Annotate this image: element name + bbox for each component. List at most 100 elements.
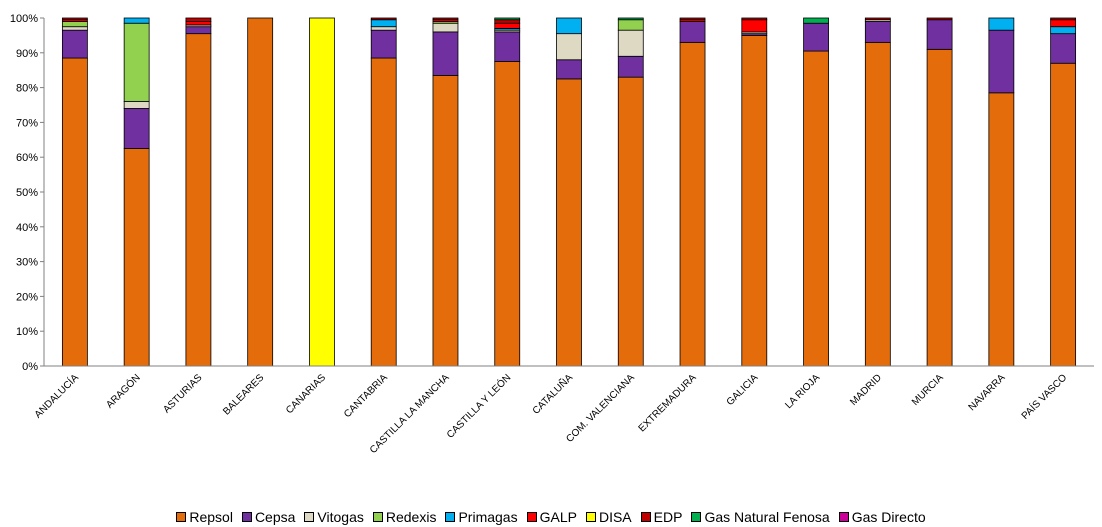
x-tick-label: MADRID bbox=[848, 372, 884, 408]
bar-segment bbox=[370, 29, 397, 59]
y-tick-label: 40% bbox=[16, 222, 38, 234]
bar-segment bbox=[309, 17, 335, 367]
legend-item: DISA bbox=[585, 509, 632, 525]
bar-segment bbox=[61, 57, 88, 367]
bar-stack bbox=[617, 17, 644, 367]
bar-stack bbox=[247, 17, 274, 367]
y-tick-label: 20% bbox=[16, 291, 38, 303]
x-tick-label: CANTABRIA bbox=[342, 372, 390, 420]
legend-swatch bbox=[526, 512, 537, 522]
bar-segment bbox=[123, 22, 150, 102]
y-axis: 0% 10% 20% 30% 40% 50% 60% 70% 80% 90% 100% bbox=[10, 13, 45, 373]
bar-segment bbox=[864, 21, 891, 43]
legend-item: Repsol bbox=[176, 509, 233, 525]
bar-segment bbox=[185, 17, 212, 22]
y-tick-label: 100% bbox=[10, 13, 38, 25]
x-tick-label: COM. VALENCIANA bbox=[564, 372, 637, 445]
x-tick-label: ASTURIAS bbox=[161, 372, 204, 415]
bar-segment bbox=[679, 41, 706, 367]
x-axis: ANDALUCÍA ARAGÓN ASTURIAS BALEARES CANARIAS C… bbox=[31, 365, 1094, 456]
legend-swatch bbox=[304, 512, 315, 522]
bar-stack bbox=[864, 17, 891, 367]
bar-segment bbox=[679, 21, 706, 43]
bar-segment bbox=[741, 19, 768, 33]
bar-segment bbox=[926, 17, 953, 21]
bar-segment bbox=[617, 76, 644, 367]
bar-segment bbox=[988, 17, 1015, 31]
legend-label: EDP bbox=[653, 509, 683, 525]
legend-swatch bbox=[640, 512, 651, 522]
bar-segment bbox=[926, 19, 953, 50]
legend-item: Vitogas bbox=[304, 509, 364, 525]
legend-label: Vitogas bbox=[317, 509, 364, 525]
legend-swatch bbox=[176, 512, 187, 522]
stacked-bar-chart: 0% 10% 20% 30% 40% 50% 60% 70% 80% 90% 100% ANDALU… bbox=[10, 13, 1094, 456]
bar-stack bbox=[61, 17, 88, 367]
bar-segment bbox=[370, 19, 397, 28]
x-tick-label: NAVARRA bbox=[967, 372, 1008, 413]
legend-label: Redexis bbox=[385, 509, 437, 525]
bar-segment bbox=[1050, 17, 1077, 21]
bar-segment bbox=[617, 17, 644, 21]
y-tick-label: 80% bbox=[16, 83, 38, 95]
bar-segment bbox=[988, 92, 1015, 367]
legend-label: Repsol bbox=[189, 509, 233, 525]
bar-segment bbox=[370, 57, 397, 367]
bar-segment bbox=[1050, 62, 1077, 367]
y-tick-label: 90% bbox=[16, 48, 38, 60]
bar-stack bbox=[1050, 17, 1077, 367]
x-tick-label: GALICIA bbox=[725, 372, 761, 408]
legend-swatch bbox=[372, 512, 383, 522]
x-tick-label: ARAGÓN bbox=[103, 371, 143, 411]
bar-segment bbox=[864, 41, 891, 367]
legend-swatch bbox=[691, 512, 702, 522]
bar-segment bbox=[61, 29, 88, 59]
bar-segment bbox=[556, 33, 582, 61]
x-tick-label: ANDALUCÍA bbox=[31, 371, 81, 421]
bar-segment bbox=[61, 21, 88, 28]
bar-stack bbox=[370, 17, 397, 367]
legend-swatch bbox=[241, 512, 252, 522]
bar-segment bbox=[803, 50, 829, 367]
x-tick-label: PAÍS VASCO bbox=[1018, 371, 1069, 422]
bar-segment bbox=[123, 148, 150, 367]
legend-label: Gas Directo bbox=[851, 509, 926, 525]
bar-segment bbox=[741, 17, 768, 21]
bar-stack bbox=[741, 17, 768, 367]
legend: Repsol Cepsa Vitogas Redexis Primagas GALP DIS… bbox=[0, 509, 1102, 525]
y-tick-label: 60% bbox=[16, 152, 38, 164]
bar-stack bbox=[926, 17, 953, 367]
bar-stack bbox=[679, 17, 706, 367]
bar-segment bbox=[803, 17, 829, 24]
bar-segment bbox=[123, 108, 150, 149]
legend-item: Primagas bbox=[445, 509, 518, 525]
bar-segment bbox=[556, 78, 582, 367]
bar-segment bbox=[123, 101, 150, 109]
bar-segment bbox=[185, 33, 212, 367]
y-tick-label: 10% bbox=[16, 326, 38, 338]
bar-stacks bbox=[61, 17, 1077, 367]
legend-item: EDP bbox=[640, 509, 683, 525]
x-tick-label: CANARIAS bbox=[284, 372, 328, 416]
legend-label: Gas Natural Fenosa bbox=[704, 509, 830, 525]
x-tick-label: MURCIA bbox=[910, 372, 946, 408]
bar-segment bbox=[432, 17, 459, 21]
legend-item: Gas Natural Fenosa bbox=[691, 509, 830, 525]
bar-segment bbox=[432, 22, 459, 33]
bar-segment bbox=[1050, 26, 1077, 35]
x-tick-label: LA RIOJA bbox=[783, 372, 822, 411]
bar-segment bbox=[494, 19, 521, 24]
legend-item: Gas Directo bbox=[838, 509, 926, 525]
bar-segment bbox=[61, 26, 88, 31]
bar-stack bbox=[494, 17, 521, 367]
bar-segment bbox=[432, 31, 459, 76]
bar-segment bbox=[926, 48, 953, 367]
bar-segment bbox=[617, 19, 644, 31]
y-tick-label: 30% bbox=[16, 257, 38, 269]
x-tick-label: BALEARES bbox=[221, 372, 266, 417]
bar-stack bbox=[803, 17, 829, 367]
bar-stack bbox=[432, 17, 459, 367]
y-tick-label: 50% bbox=[16, 187, 38, 199]
bar-stack bbox=[988, 17, 1015, 367]
legend-swatch bbox=[838, 512, 849, 522]
